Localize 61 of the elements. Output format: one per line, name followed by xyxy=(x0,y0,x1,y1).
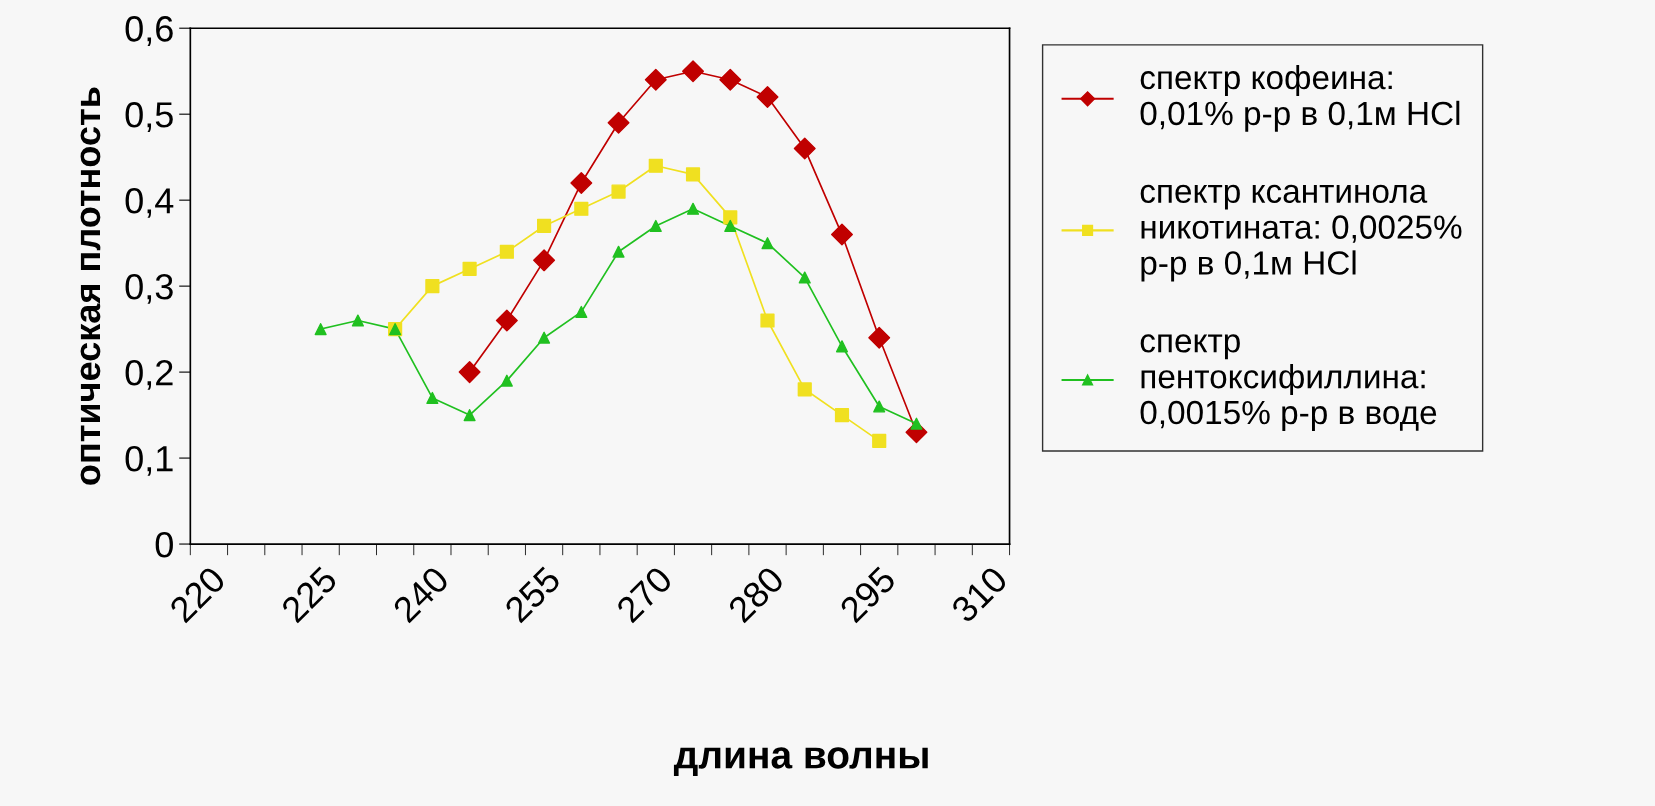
x-tick-label: 240 xyxy=(391,565,451,624)
point xyxy=(834,407,850,423)
point xyxy=(574,201,589,216)
point xyxy=(648,158,663,173)
point xyxy=(538,331,551,344)
point xyxy=(495,309,518,332)
x-tick-label: 280 xyxy=(726,565,786,624)
point xyxy=(611,184,626,199)
y-tick-label: 0,5 xyxy=(125,102,173,132)
point xyxy=(756,85,779,108)
point xyxy=(830,223,853,246)
y-tick-label: 0,3 xyxy=(125,274,173,304)
y-tick-label: 0,6 xyxy=(125,16,173,46)
point xyxy=(612,245,625,258)
y-tick-label: 0,2 xyxy=(125,359,173,390)
point xyxy=(760,313,775,328)
point xyxy=(873,400,886,413)
legend-label: спектр пентоксифиллина: 0,0015% р-р в воде xyxy=(1140,334,1437,431)
point xyxy=(458,361,481,384)
point xyxy=(536,218,552,234)
point xyxy=(719,68,742,91)
x-tick-label: 310 xyxy=(949,565,1009,624)
legend-label: спектр кофеина: 0,01% р-р в 0,1м HCl xyxy=(1140,64,1460,132)
legend-label: спектр ксантинола никотината: 0,0025% р-р в 0,1м HCl xyxy=(1140,184,1462,282)
point xyxy=(570,171,593,194)
point xyxy=(872,433,887,448)
point xyxy=(314,323,327,336)
y-tick-label: 0,1 xyxy=(125,445,173,476)
point xyxy=(723,210,738,225)
point xyxy=(761,237,774,250)
point xyxy=(685,167,701,182)
point xyxy=(644,68,667,91)
y-tick-label: 0 xyxy=(155,531,173,558)
point xyxy=(682,60,705,83)
point xyxy=(351,314,364,327)
point xyxy=(462,261,477,277)
x-tick-label: 295 xyxy=(838,565,897,624)
point xyxy=(426,391,439,404)
point xyxy=(607,111,630,134)
point xyxy=(425,279,440,294)
x-tick-label: 255 xyxy=(503,565,562,624)
point xyxy=(798,271,811,284)
point xyxy=(835,340,849,353)
point xyxy=(686,202,700,215)
x-tick-label: 220 xyxy=(168,565,227,624)
point xyxy=(649,219,662,233)
point xyxy=(533,249,556,272)
point xyxy=(797,382,812,397)
x-axis-title: длина волны xyxy=(673,747,928,776)
y-tick-label: 0,4 xyxy=(125,188,174,218)
y-axis-title: оптическая плотность xyxy=(80,87,101,485)
point xyxy=(500,374,513,387)
point xyxy=(868,326,891,349)
point xyxy=(724,219,737,233)
point xyxy=(793,137,816,160)
x-tick-label: 225 xyxy=(280,565,339,624)
point xyxy=(463,409,476,422)
point xyxy=(910,417,923,430)
point xyxy=(575,305,588,318)
x-tick-label: 270 xyxy=(615,565,674,624)
point xyxy=(499,244,514,259)
